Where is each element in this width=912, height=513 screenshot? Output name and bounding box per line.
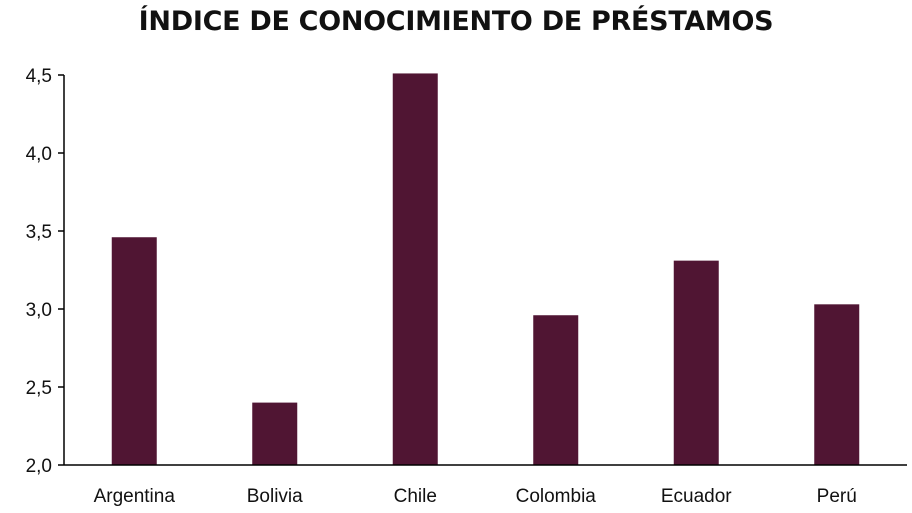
- y-axis-ticks: 2,0 2,5 3,0 3,5 4,0 4,5: [26, 66, 64, 477]
- y-tick-label: 4,5: [26, 66, 52, 87]
- y-tick-label: 3,5: [26, 222, 52, 243]
- bar-chile: [392, 73, 438, 465]
- bar-colombia: [533, 315, 579, 465]
- x-category-label: Chile: [394, 486, 437, 507]
- bar-ecuador: [673, 260, 719, 465]
- x-category-label: Argentina: [94, 486, 176, 507]
- bar-perú: [814, 304, 860, 465]
- x-category-label: Colombia: [516, 486, 597, 507]
- bars-group: [111, 73, 860, 465]
- chart-title: ÍNDICE DE CONOCIMIENTO DE PRÉSTAMOS: [138, 6, 774, 37]
- x-category-label: Bolivia: [247, 486, 303, 507]
- x-category-label: Perú: [817, 486, 857, 507]
- y-tick-label: 2,5: [26, 378, 52, 399]
- x-category-label: Ecuador: [661, 486, 732, 507]
- x-axis-labels: Argentina Bolivia Chile Colombia Ecuador Perú: [94, 486, 857, 507]
- bar-bolivia: [252, 402, 298, 465]
- y-tick-label: 3,0: [26, 300, 52, 321]
- y-tick-label: 4,0: [26, 144, 52, 165]
- bar-argentina: [111, 237, 157, 465]
- y-tick-label: 2,0: [26, 456, 52, 477]
